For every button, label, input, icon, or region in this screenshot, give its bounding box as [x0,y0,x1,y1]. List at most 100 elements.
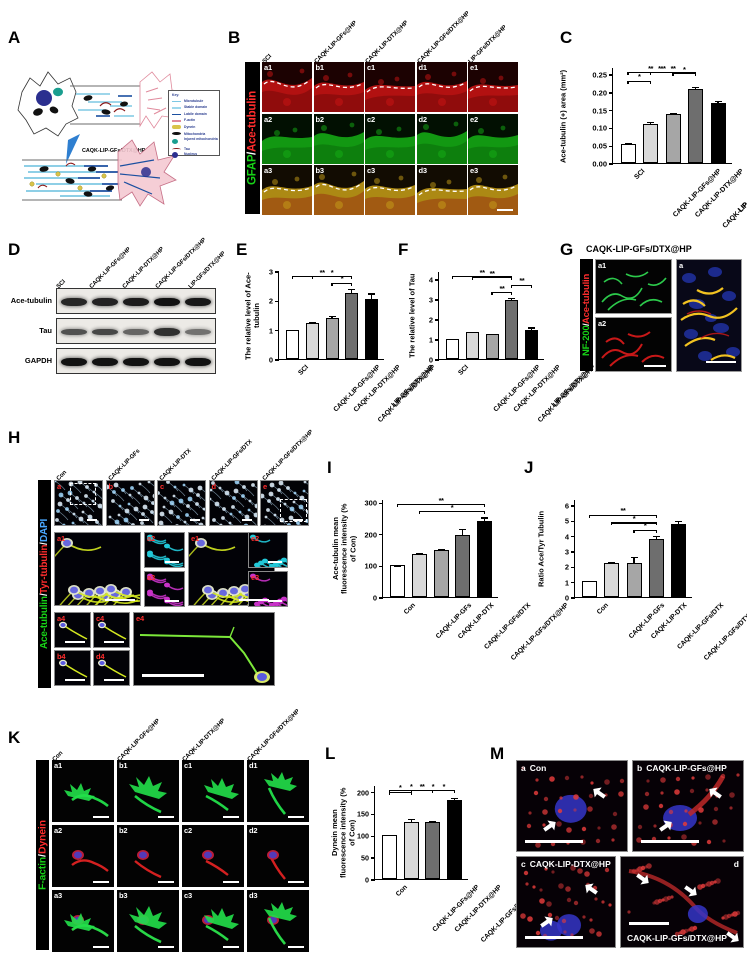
chartJ-yticklabel-1: 1 [564,578,569,588]
panel-h-overview-tile-b: b [105,480,155,526]
panel-k-scalebar-d2 [288,881,304,883]
panel-a-schematic: CAQK-LIP-GFs/DTX@HP [14,48,219,208]
chartJ-xlabel-0: Con [595,602,610,617]
panel-b-tile-d2: d2 [416,113,467,164]
chartI-ytick-3 [379,502,383,504]
panel-m-arrow-icon-d-1 [684,885,697,897]
chartF-sigtick-b-0 [511,292,513,296]
panel-h-scalebar-d4 [104,679,124,681]
key-label-f-actin: F-actin [184,118,196,122]
chartJ-errcap-0 [586,581,594,583]
panel-k-scalebar-c1 [223,816,239,818]
chartF-xlabel-0: SCI [457,364,471,377]
chartE-ytick-3 [275,271,279,273]
panel-b-tile-a1: a1 [262,62,312,112]
chartF-sigtick-a-0 [491,292,493,296]
chartC-sigline-1 [673,73,696,75]
chartE-errbar-3 [351,288,353,294]
panel-m-tag-c: c [521,859,526,869]
panel-g-a2-content [596,318,671,371]
panel-letter-l: L [325,744,336,763]
panel-h-overview-svg-b [106,481,154,525]
panel-b-tile-svg-d1 [416,62,467,112]
key-swatch-dynein [172,124,181,129]
chartJ-bar-2 [626,563,642,597]
panel-k-scalebar-b1 [158,816,174,818]
panel-k-tile-svg-d3 [247,890,309,952]
chartJ-ytick-6 [571,505,575,507]
chartE-errcap-3 [348,288,356,290]
chartE-yticklabel-3: 3 [268,267,273,277]
chartL-sigstar-3: * [431,781,435,791]
panel-h-side-label-blue: DAPI [39,518,50,542]
chartL-errcap-2 [429,821,437,823]
panel-b-tile-a3: a3 [262,165,312,215]
chartJ-sigline-2 [589,514,657,517]
chartC-sigline-4 [628,72,696,74]
chartC-yticklabel-3: 0.15 [592,106,607,116]
panel-k-tile-label-d2: d2 [249,826,258,835]
panel-h-tile-c4: c4 [93,612,130,648]
panel-letter-k: K [8,728,21,747]
panel-k-scalebar-a1 [93,816,109,818]
panel-m-title-c: CAQK-LIP-DTX@HP [529,859,611,869]
chartJ-yticklabel-4: 4 [564,532,569,542]
panel-k-tile-svg-b2 [117,825,179,887]
panel-h-tile-label-a4: a4 [57,614,65,623]
panel-h-overview-label-e: e [263,482,267,491]
chartC-sigtick-a-3 [649,72,652,75]
panel-h-overview-tile-c: c [157,480,206,526]
panel-b-tile-label-d3: d3 [418,166,428,175]
chartJ-yticklabel-6: 6 [564,501,569,511]
chartI-sigline-1 [397,504,485,506]
panel-m-title-b: CAQK-LIP-GFs@HP [646,763,727,773]
chartC-sigstar-1: * [683,64,686,74]
panel-b-tile-label-e2: e2 [470,114,478,124]
panel-g-scalebar-a2 [644,365,666,367]
key-label-nucleus: Nucleus [184,152,198,156]
key-label-labile-domain: Labile domain [184,111,207,116]
panel-b-tile-label-d2: d2 [418,114,428,124]
panel-b-tile-b2: b2 [313,113,364,164]
chartF-plot-area: 0 1 2 3 4 ** ** ** ** [429,268,544,365]
panel-d-band-r2-c1 [92,357,118,367]
panel-g-side-label-sep: / [581,323,592,327]
panel-k-tile-label-a1: a1 [54,761,62,770]
chartJ-errcap-1 [608,561,616,564]
chartJ-ylabel: Ratio Ace/Tyr Tubulin [536,510,546,588]
panel-h-overview-scalebar-a [87,519,97,521]
panel-h-scalebar-e2 [268,561,282,563]
chartI-plot-area: 0 100 200 300 * ** [364,496,498,603]
chartE-bar-4 [365,298,379,359]
panel-b-side-label-red: Ace-tubulin [246,90,259,152]
chartC-ytick-4 [609,92,613,94]
chartF-sigline-3 [452,276,512,278]
chartC-bar-1 [643,123,658,163]
chartI-bar-4 [477,521,493,597]
panel-b-tile-svg-c1 [365,62,415,112]
panel-h-side-label-green: Ace-tubulin [39,596,50,650]
chartF-yticklabel-2: 2 [428,315,433,325]
panel-m-svg-d [621,857,743,947]
chartE-sigline-0 [332,282,352,284]
panel-b-tile-svg-d2 [416,113,467,164]
panel-k-tile-d1: d1 [247,760,309,822]
panel-m-scalebar-a [525,839,583,843]
panel-d-row-label-0: Ace-tubulin [10,296,52,305]
chartL-sigstar-0: * [399,783,402,793]
panel-m-arrow-icon-d-2 [726,931,739,943]
chartE-xlabel-0: SCI [297,364,311,377]
chartC-plot-area: 0.00 0.05 0.10 0.15 0.20 0.25 * * ** ** *** [592,64,732,169]
chartL-bar-3 [447,800,463,879]
chartC-sigtick-b-0 [649,80,652,84]
panel-b-tile-label-e3: e3 [470,166,478,175]
panel-b-tile-d1: d1 [416,62,467,112]
panel-a-key-box: Key: Microtubule Stable domain Labile do… [168,90,220,158]
panel-h-overview-label-c: c [160,482,164,491]
panel-k-tile-label-a3: a3 [54,891,62,900]
panel-d-band-r1-c2 [123,329,149,335]
chartL-plot-area: 0 50 100 150 200 * * * * ** [357,782,468,885]
chartI-sigtick-a-1 [396,504,398,507]
chartE-bar-2 [325,317,339,359]
chartJ-sigline-1 [611,522,657,524]
